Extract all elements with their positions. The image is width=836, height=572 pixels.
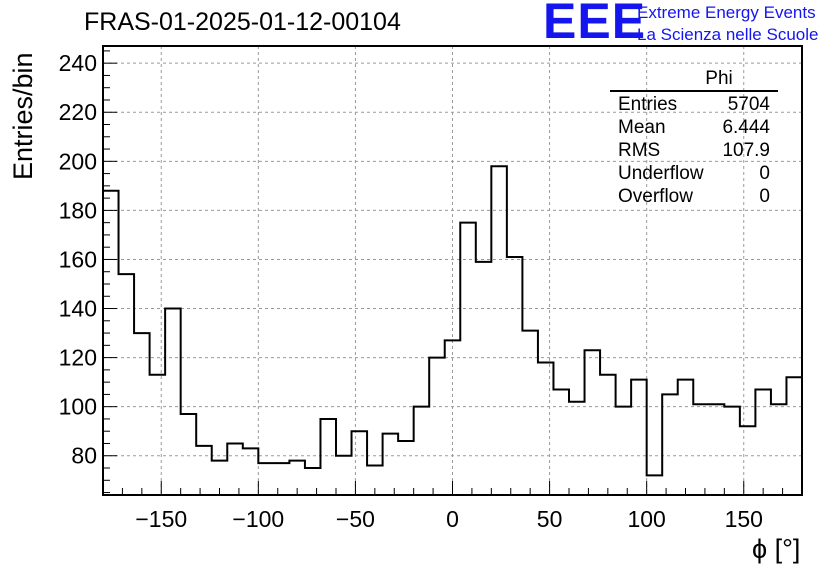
logo-line-2: La Scienza nelle Scuole bbox=[637, 25, 819, 44]
stats-value: 107.9 bbox=[722, 140, 770, 161]
stats-row-entries: Entries 5704 bbox=[610, 93, 778, 116]
x-axis-label: ϕ [°] bbox=[752, 534, 801, 564]
y-tick-label: 140 bbox=[59, 296, 97, 322]
stats-row-mean: Mean 6.444 bbox=[610, 116, 778, 139]
eee-logo: EEE bbox=[543, 0, 647, 49]
stats-value: 6.444 bbox=[722, 117, 770, 138]
grid-lines bbox=[103, 46, 802, 495]
stats-value: 5704 bbox=[727, 94, 770, 115]
stats-title: Phi bbox=[705, 68, 733, 89]
logo-line-1: Extreme Energy Events bbox=[637, 3, 816, 22]
x-tick-label: 50 bbox=[537, 506, 563, 532]
y-tick-label: 100 bbox=[59, 394, 97, 420]
stats-row-rms: RMS 107.9 bbox=[610, 139, 778, 162]
x-axis-ticks: −150 −100 −50 0 50 100 150 bbox=[121, 481, 784, 532]
x-tick-label: −150 bbox=[135, 506, 187, 532]
stats-row-underflow: Underflow 0 bbox=[610, 162, 778, 185]
y-tick-label: 200 bbox=[59, 148, 97, 174]
stats-value: 0 bbox=[759, 163, 770, 184]
stats-row-overflow: Overflow 0 bbox=[610, 185, 778, 208]
x-tick-label: 100 bbox=[627, 506, 665, 532]
stats-label: Entries bbox=[618, 94, 678, 115]
y-axis-label: Entries/bin bbox=[8, 52, 38, 180]
stats-label: RMS bbox=[618, 140, 661, 161]
y-tick-label: 120 bbox=[59, 345, 97, 371]
stats-label: Underflow bbox=[618, 163, 704, 184]
y-tick-label: 180 bbox=[59, 197, 97, 223]
histogram-series bbox=[102, 165, 803, 495]
stats-value: 0 bbox=[759, 186, 770, 207]
x-tick-label: 150 bbox=[725, 506, 763, 532]
y-tick-label: 240 bbox=[59, 50, 97, 76]
y-tick-label: 160 bbox=[59, 246, 97, 272]
y-tick-label: 80 bbox=[71, 443, 97, 469]
y-axis-ticks: 80 100 120 140 160 180 200 220 240 bbox=[59, 50, 117, 494]
x-tick-label: 0 bbox=[446, 506, 459, 532]
y-tick-label: 220 bbox=[59, 99, 97, 125]
stats-box: Phi Entries 5704 Mean 6.444 RMS 107.9 Un… bbox=[610, 68, 778, 208]
stats-divider bbox=[610, 90, 778, 92]
stats-label: Mean bbox=[618, 117, 666, 138]
stats-label: Overflow bbox=[618, 186, 693, 207]
chart-title: FRAS-01-2025-01-12-00104 bbox=[84, 8, 401, 36]
x-tick-label: −100 bbox=[232, 506, 284, 532]
x-tick-label: −50 bbox=[336, 506, 375, 532]
